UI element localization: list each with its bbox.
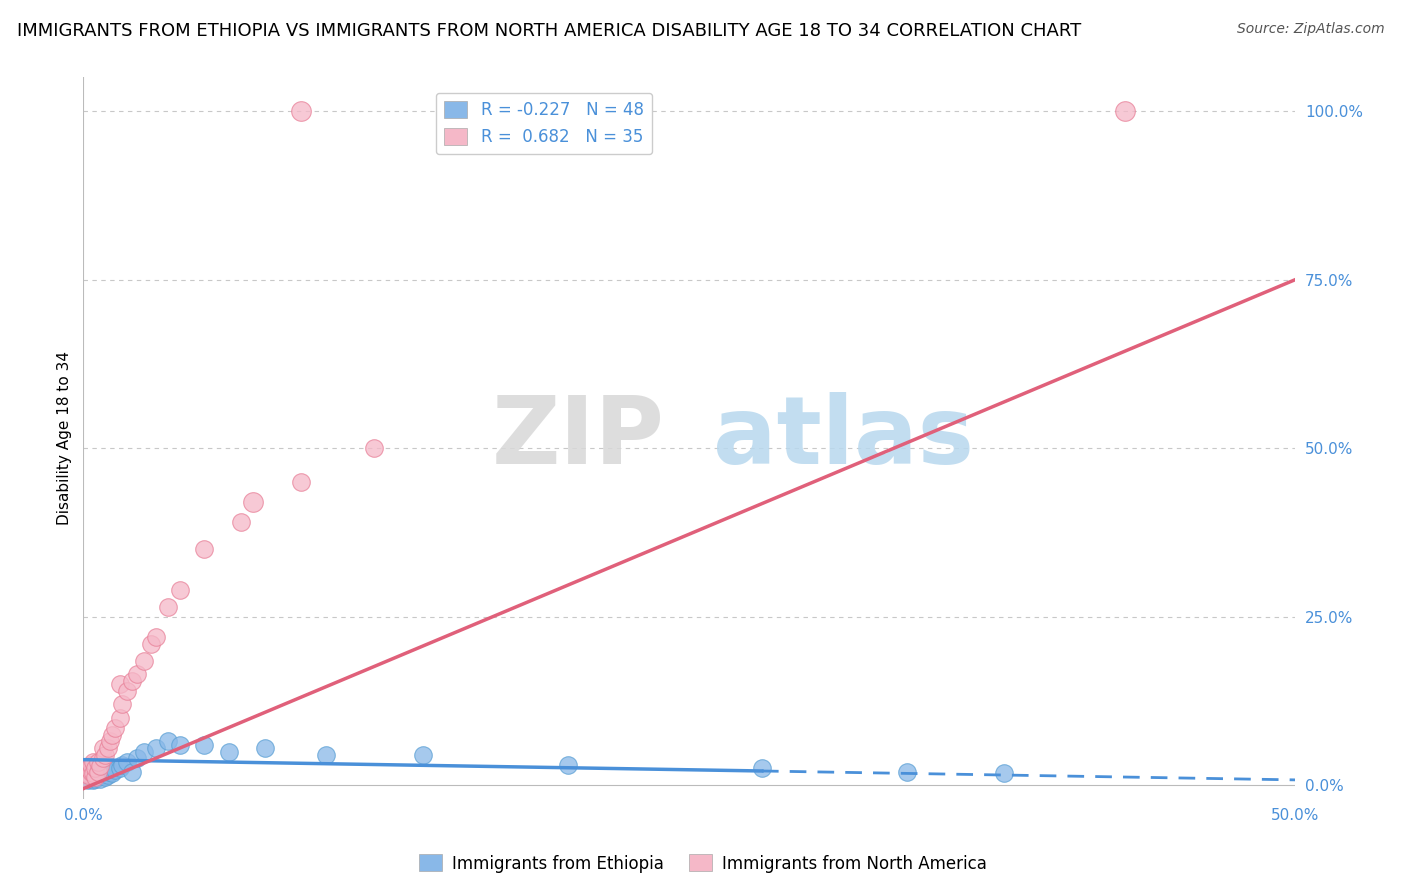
Point (115, 755, 138, 769)
Point (121, 673, 143, 688)
Point (87, 758, 110, 772)
Text: ZIP: ZIP (492, 392, 665, 484)
Point (75, 764, 97, 779)
Point (87, 755, 110, 769)
Point (96, 741, 118, 756)
Point (91, 751, 114, 765)
Text: atlas: atlas (713, 392, 974, 484)
Point (91, 741, 114, 756)
Point (98, 764, 121, 779)
Point (91, 768, 114, 782)
Point (84, 759, 107, 773)
Point (79, 768, 101, 782)
Point (75, 772, 97, 786)
Point (169, 738, 191, 752)
Point (82, 761, 104, 775)
Point (254, 741, 277, 756)
Point (75, 772, 97, 786)
Point (125, 667, 148, 681)
Point (84, 770, 107, 784)
Point (79, 764, 101, 778)
Point (193, 738, 215, 752)
Point (121, 764, 143, 779)
Point (79, 764, 101, 779)
Point (290, 475, 312, 489)
Legend: Immigrants from Ethiopia, Immigrants from North America: Immigrants from Ethiopia, Immigrants fro… (412, 847, 994, 880)
Point (75, 766, 97, 780)
Point (82, 766, 104, 780)
Point (91, 761, 114, 775)
Point (94, 747, 117, 762)
Point (111, 698, 134, 712)
Point (412, 747, 434, 762)
Point (104, 721, 127, 735)
Point (96, 761, 118, 775)
Point (111, 758, 134, 772)
Point (108, 761, 131, 775)
Point (79, 758, 101, 772)
Point (157, 734, 180, 748)
Point (101, 728, 124, 742)
Point (87, 770, 110, 784)
Point (77, 766, 100, 780)
Point (169, 582, 191, 597)
Point (77, 761, 100, 775)
Point (82, 766, 104, 780)
Point (363, 441, 385, 455)
Point (77, 768, 100, 782)
Point (89, 759, 111, 773)
Point (101, 766, 124, 780)
Point (132, 745, 155, 759)
Point (1114, 104, 1136, 119)
Point (79, 772, 101, 786)
Text: IMMIGRANTS FROM ETHIOPIA VS IMMIGRANTS FROM NORTH AMERICA DISABILITY AGE 18 TO 3: IMMIGRANTS FROM ETHIOPIA VS IMMIGRANTS F… (17, 22, 1081, 40)
Point (94, 770, 117, 784)
Point (115, 684, 138, 698)
Point (82, 772, 104, 787)
Point (141, 637, 163, 651)
Point (77, 770, 100, 784)
Point (993, 766, 1015, 780)
Point (193, 542, 215, 557)
Point (108, 711, 131, 725)
Point (145, 630, 167, 644)
Point (82, 755, 104, 769)
Point (75, 768, 97, 782)
Point (94, 764, 117, 779)
Point (96, 768, 118, 782)
Point (315, 747, 337, 762)
Point (896, 764, 918, 779)
Point (89, 772, 111, 786)
Point (98, 734, 121, 748)
Point (229, 516, 252, 530)
Point (751, 761, 773, 775)
Point (157, 599, 180, 614)
Point (87, 764, 110, 779)
Legend: R = -0.227   N = 48, R =  0.682   N = 35: R = -0.227 N = 48, R = 0.682 N = 35 (436, 93, 652, 154)
Point (132, 654, 155, 668)
Point (77, 772, 100, 787)
Point (84, 761, 107, 775)
Point (77, 761, 100, 775)
Point (242, 495, 264, 509)
Point (125, 751, 148, 765)
Point (218, 745, 240, 759)
Point (108, 677, 131, 691)
Point (557, 758, 579, 772)
Point (87, 764, 110, 779)
Point (84, 766, 107, 780)
Point (290, 104, 312, 119)
Point (104, 764, 127, 778)
Y-axis label: Disability Age 18 to 34: Disability Age 18 to 34 (58, 351, 72, 525)
Point (84, 772, 107, 786)
Point (145, 741, 167, 756)
Point (89, 764, 111, 778)
Text: Source: ZipAtlas.com: Source: ZipAtlas.com (1237, 22, 1385, 37)
